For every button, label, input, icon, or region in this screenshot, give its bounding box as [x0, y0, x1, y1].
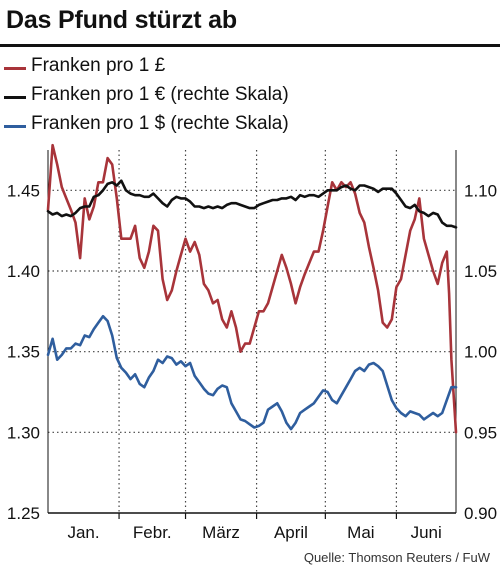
- y-right-tick-label: 0.90: [464, 504, 497, 523]
- legend-swatch-gbp: [4, 67, 26, 70]
- y-left-tick-label: 1.35: [7, 343, 40, 362]
- series-line-eur: [46, 179, 458, 229]
- title-rule: [0, 44, 500, 47]
- series-line-usd: [46, 314, 458, 431]
- legend-item-eur: Franken pro 1 € (rechte Skala): [0, 81, 500, 110]
- y-left-tick-label: 1.40: [7, 262, 40, 281]
- legend-label-usd: Franken pro 1 $ (rechte Skala): [31, 113, 289, 134]
- legend-item-gbp: Franken pro 1 £: [0, 52, 500, 81]
- series-line-gbp: [46, 143, 458, 434]
- x-month-label: Mai: [347, 523, 374, 542]
- legend-label-gbp: Franken pro 1 £: [31, 55, 166, 76]
- y-right-tick-label: 1.05: [464, 262, 497, 281]
- legend-label-eur: Franken pro 1 € (rechte Skala): [31, 84, 289, 105]
- x-month-label: Jan.: [67, 523, 99, 542]
- y-left-tick-label: 1.25: [7, 504, 40, 523]
- x-month-label: Juni: [411, 523, 442, 542]
- legend: Franken pro 1 £ Franken pro 1 € (rechte …: [0, 52, 500, 139]
- legend-item-usd: Franken pro 1 $ (rechte Skala): [0, 110, 500, 139]
- y-right-tick-label: 1.10: [464, 181, 497, 200]
- chart-title: Das Pfund stürzt ab: [6, 6, 237, 34]
- y-left-tick-label: 1.45: [7, 181, 40, 200]
- x-month-label: März: [202, 523, 240, 542]
- y-right-tick-label: 1.00: [464, 343, 497, 362]
- y-left-tick-label: 1.30: [7, 423, 40, 442]
- legend-swatch-usd: [4, 125, 26, 128]
- y-right-tick-label: 0.95: [464, 423, 497, 442]
- source-note: Quelle: Thomson Reuters / FuW: [303, 550, 490, 565]
- legend-swatch-eur: [4, 96, 26, 99]
- x-month-label: Febr.: [133, 523, 172, 542]
- x-month-label: April: [274, 523, 308, 542]
